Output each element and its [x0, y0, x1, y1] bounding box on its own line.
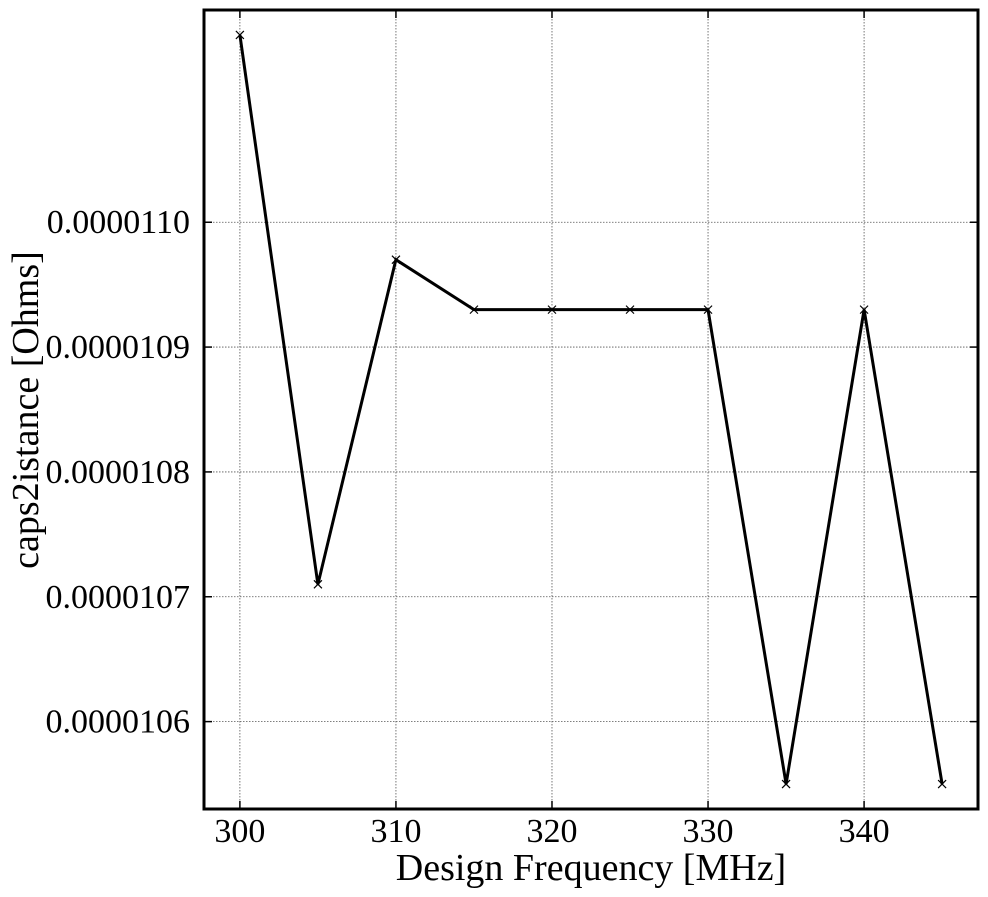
data-point [547, 305, 557, 315]
x-tick-label: 310 [370, 813, 421, 850]
y-axis-label: caps2istance [Ohms] [5, 251, 47, 569]
y-tick-label: 0.0000109 [46, 329, 191, 366]
x-axis-label: Design Frequency [MHz] [396, 847, 786, 889]
y-tick-labels: 0.0000106 0.0000107 0.0000108 0.0000109 0.00… [46, 204, 191, 740]
data-point [313, 579, 323, 589]
y-tick-label: 0.0000108 [46, 454, 191, 491]
data-point [781, 779, 791, 789]
y-tick-label: 0.0000106 [46, 704, 191, 741]
data-point [937, 779, 947, 789]
x-tick-label: 340 [839, 813, 890, 850]
y-tick-label: 0.0000107 [46, 579, 191, 616]
data-point [625, 305, 635, 315]
x-tick-label: 300 [214, 813, 265, 850]
data-point [235, 30, 245, 40]
data-point [703, 305, 713, 315]
data-point [469, 305, 479, 315]
grid [204, 10, 978, 809]
data-point [391, 255, 401, 265]
series-line [238, 34, 944, 785]
x-tick-label: 330 [683, 813, 734, 850]
y-tick-label: 0.0000110 [47, 204, 190, 241]
plot-frame [202, 8, 980, 811]
x-tick-labels: 300 310 320 330 340 [214, 813, 889, 850]
ticks [204, 10, 978, 809]
series [235, 30, 947, 789]
data-point [859, 305, 869, 315]
x-tick-label: 320 [526, 813, 577, 850]
